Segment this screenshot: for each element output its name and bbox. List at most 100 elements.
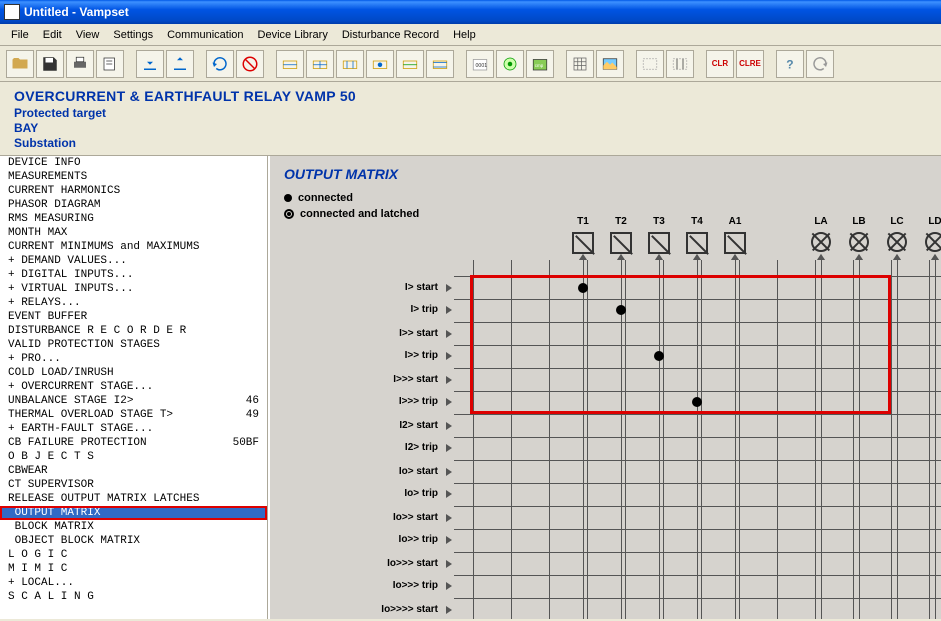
tree-item[interactable]: MONTH MAX [0,226,267,240]
menu-communication[interactable]: Communication [160,27,250,43]
led-icon [840,232,878,252]
relay-icon [640,232,678,254]
clr-label: CLR [711,59,729,68]
tree-item[interactable]: + PRO... [0,352,267,366]
save-button[interactable] [36,50,64,78]
arrow-icon [446,582,452,590]
arrow-icon [446,306,452,314]
tool-c1[interactable] [636,50,664,78]
menu-edit[interactable]: Edit [36,27,69,43]
tree-item[interactable]: L O G I C [0,548,267,562]
menubar: FileEditViewSettingsCommunicationDevice … [0,24,941,46]
tree-item[interactable]: DISTURBANCE R E C O R D E R [0,324,267,338]
tree-item[interactable]: + OVERCURRENT STAGE... [0,380,267,394]
arrow-icon [446,376,452,384]
tree-item[interactable]: RMS MEASURING [0,212,267,226]
tree-item[interactable]: UNBALANCE STAGE I2>46 [0,394,267,408]
row-label: I>>> trip [284,396,444,407]
tool-a5[interactable] [396,50,424,78]
tree-item[interactable]: VALID PROTECTION STAGES [0,338,267,352]
relay-icon [564,232,602,254]
cancel-button[interactable] [236,50,264,78]
arrow-icon [446,514,452,522]
open-button[interactable] [6,50,34,78]
menu-file[interactable]: File [4,27,36,43]
tree-item[interactable]: THERMAL OVERLOAD STAGE T>49 [0,408,267,422]
clre-button[interactable]: CLRE [736,50,764,78]
tree-item[interactable]: OBJECT BLOCK MATRIX [0,534,267,548]
upload-button[interactable] [166,50,194,78]
menu-help[interactable]: Help [446,27,483,43]
tree-item[interactable]: + RELAYS... [0,296,267,310]
column-header: LB [840,216,878,227]
redo-button[interactable] [806,50,834,78]
relay-icon [602,232,640,254]
navigation-tree[interactable]: DEVICE INFOMEASUREMENTSCURRENT HARMONICS… [0,156,268,619]
tree-item[interactable]: OUTPUT MATRIX [0,506,267,520]
tool-a2[interactable] [306,50,334,78]
arrow-icon [446,398,452,406]
tree-item[interactable]: MEASUREMENTS [0,170,267,184]
tool-b2[interactable] [496,50,524,78]
tree-item[interactable]: EVENT BUFFER [0,310,267,324]
arrow-icon [446,468,452,476]
main-area: DEVICE INFOMEASUREMENTSCURRENT HARMONICS… [0,155,941,619]
device-header: OVERCURRENT & EARTHFAULT RELAY VAMP 50 P… [0,82,941,155]
tree-item[interactable]: M I M I C [0,562,267,576]
column-header: T3 [640,216,678,227]
tree-item[interactable]: + DIGITAL INPUTS... [0,268,267,282]
menu-device-library[interactable]: Device Library [251,27,335,43]
menu-settings[interactable]: Settings [106,27,160,43]
tool-b3[interactable]: cmp [526,50,554,78]
clr-button[interactable]: CLR [706,50,734,78]
tree-item[interactable]: COLD LOAD/INRUSH [0,366,267,380]
arrow-icon [446,560,452,568]
tree-item[interactable]: CURRENT HARMONICS [0,184,267,198]
tree-item[interactable]: CURRENT MINIMUMS and MAXIMUMS [0,240,267,254]
row-label: I> start [284,282,444,293]
download-button[interactable] [136,50,164,78]
properties-button[interactable] [96,50,124,78]
app-icon [4,4,20,20]
tool-a3[interactable] [336,50,364,78]
row-label: Io> start [284,466,444,477]
tree-item[interactable]: CT SUPERVISOR [0,478,267,492]
tree-item[interactable]: O B J E C T S [0,450,267,464]
tree-item[interactable]: PHASOR DIAGRAM [0,198,267,212]
tree-item[interactable]: + LOCAL... [0,576,267,590]
row-label: I> trip [284,304,444,315]
tree-item[interactable]: DEVICE INFO [0,156,267,170]
tree-item[interactable]: + VIRTUAL INPUTS... [0,282,267,296]
menu-disturbance-record[interactable]: Disturbance Record [335,27,446,43]
highlight-box [470,275,891,414]
grid-button[interactable] [566,50,594,78]
arrow-icon [446,536,452,544]
help-button[interactable]: ? [776,50,804,78]
tool-b1[interactable]: 0001 [466,50,494,78]
column-header: LD [916,216,941,227]
column-header: T4 [678,216,716,227]
content-panel: OUTPUT MATRIX connected connected and la… [268,156,941,619]
tree-item[interactable]: + DEMAND VALUES... [0,254,267,268]
clre-label: CLRE [738,59,762,68]
tree-item[interactable]: + EARTH-FAULT STAGE... [0,422,267,436]
arrow-icon [446,284,452,292]
row-label: I2> start [284,420,444,431]
print-button[interactable] [66,50,94,78]
tool-a4[interactable] [366,50,394,78]
menu-view[interactable]: View [69,27,107,43]
image-button[interactable] [596,50,624,78]
led-icon [878,232,916,252]
tool-c2[interactable] [666,50,694,78]
arrow-icon [446,444,452,452]
tree-item[interactable]: S C A L I N G [0,590,267,604]
row-label: Io>> start [284,512,444,523]
tree-item[interactable]: BLOCK MATRIX [0,520,267,534]
undo-button[interactable] [206,50,234,78]
tool-a6[interactable] [426,50,454,78]
tree-item[interactable]: CB FAILURE PROTECTION50BF [0,436,267,450]
protected-target: Protected target [14,106,927,120]
tree-item[interactable]: RELEASE OUTPUT MATRIX LATCHES [0,492,267,506]
tree-item[interactable]: CBWEAR [0,464,267,478]
tool-a1[interactable] [276,50,304,78]
